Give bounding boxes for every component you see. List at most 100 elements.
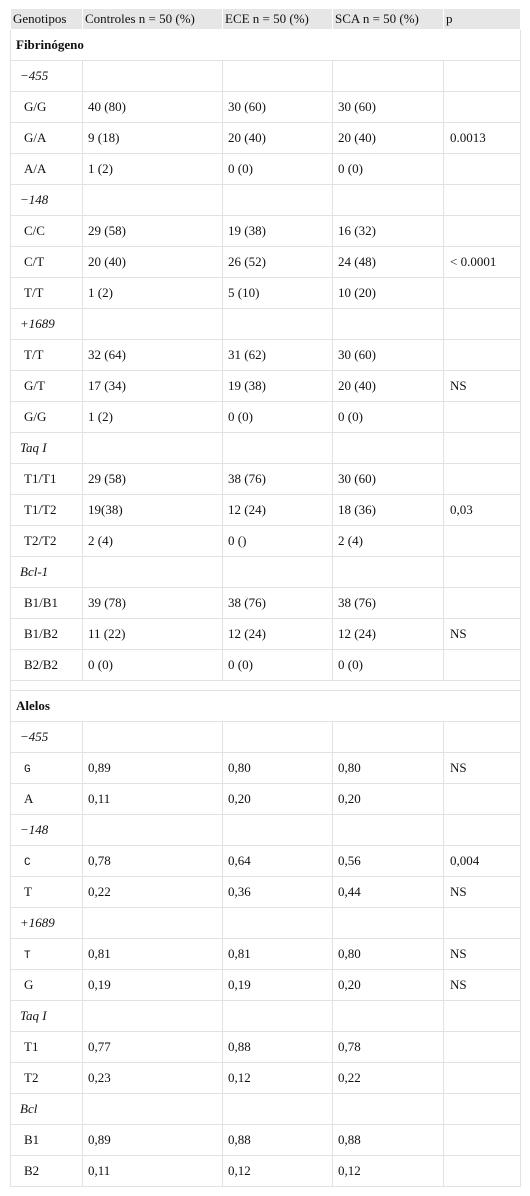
p-value: 0,03	[443, 494, 521, 526]
row-label-text: G/G	[24, 99, 47, 114]
group-row: +1689	[10, 308, 521, 340]
empty-cell	[82, 1000, 223, 1032]
data-row: T1 0,77 0,88 0,78	[10, 1031, 521, 1063]
group-name: −455	[10, 60, 83, 92]
empty-cell	[332, 556, 444, 588]
empty-cell	[82, 60, 223, 92]
value-cell: 0,80	[222, 752, 333, 784]
value-cell: 24 (48)	[332, 246, 444, 278]
row-label: T1/T1	[10, 463, 83, 495]
empty-cell	[443, 1031, 521, 1063]
row-label-text: G/G	[24, 409, 47, 424]
row-label-text: T2	[24, 1070, 39, 1085]
row-label: G/A	[10, 122, 83, 154]
group-name: +1689	[10, 907, 83, 939]
group-name: −455	[10, 721, 83, 753]
section-title: Fibrinógeno	[10, 29, 521, 61]
row-label: C/C	[10, 215, 83, 247]
value-cell: 20 (40)	[332, 122, 444, 154]
group-row: −148	[10, 814, 521, 846]
p-value: NS	[443, 969, 521, 1001]
value-cell: 0,19	[222, 969, 333, 1001]
row-label: T1/T2	[10, 494, 83, 526]
empty-cell	[443, 215, 521, 247]
row-label-text: T	[24, 950, 31, 962]
empty-cell	[443, 1062, 521, 1094]
value-cell: 5 (10)	[222, 277, 333, 309]
row-label-text: A/A	[24, 161, 47, 176]
p-value: NS	[443, 752, 521, 784]
p-value: 0.0013	[443, 122, 521, 154]
empty-cell	[222, 556, 333, 588]
empty-cell	[443, 91, 521, 123]
row-label-text: C	[24, 857, 31, 869]
row-label: B1	[10, 1124, 83, 1156]
row-label: T	[10, 876, 83, 908]
header-cell: ECE n = 50 (%)	[222, 8, 333, 30]
group-name: +1689	[10, 308, 83, 340]
empty-cell	[222, 184, 333, 216]
empty-cell	[443, 463, 521, 495]
header-cell: Genotipos	[10, 8, 83, 30]
empty-cell	[82, 1093, 223, 1125]
empty-cell	[222, 1093, 333, 1125]
value-cell: 38 (76)	[222, 463, 333, 495]
value-cell: 40 (80)	[82, 91, 223, 123]
value-cell: 30 (60)	[332, 463, 444, 495]
section-row: Alelos	[10, 690, 521, 722]
value-cell: 0,56	[332, 845, 444, 877]
empty-cell	[443, 308, 521, 340]
row-label: B1/B2	[10, 618, 83, 650]
value-cell: 30 (60)	[332, 91, 444, 123]
empty-cell	[332, 308, 444, 340]
empty-cell	[332, 1000, 444, 1032]
group-name: Bcl-1	[10, 556, 83, 588]
row-label: B2/B2	[10, 649, 83, 681]
table: Genotipos Controles n = 50 (%) ECE n = 50 …	[10, 8, 521, 1187]
empty-cell	[443, 401, 521, 433]
data-row: G 0,89 0,80 0,80 NS	[10, 752, 521, 784]
empty-cell	[443, 1000, 521, 1032]
value-cell: 12 (24)	[222, 618, 333, 650]
value-cell: 0,64	[222, 845, 333, 877]
row-label-text: T1/T1	[24, 471, 57, 486]
row-label-text: B1/B1	[24, 595, 58, 610]
value-cell: 19 (38)	[222, 370, 333, 402]
value-cell: 20 (40)	[82, 246, 223, 278]
empty-cell	[222, 1000, 333, 1032]
row-label: T	[10, 938, 83, 970]
data-row: A 0,11 0,20 0,20	[10, 783, 521, 815]
row-label-text: G/T	[24, 378, 45, 393]
data-row: T/T 1 (2) 5 (10) 10 (20)	[10, 277, 521, 309]
row-label-text: T/T	[24, 285, 44, 300]
group-row: Taq I	[10, 1000, 521, 1032]
data-row: T 0,22 0,36 0,44 NS	[10, 876, 521, 908]
row-label: G/G	[10, 401, 83, 433]
value-cell: 0,20	[222, 783, 333, 815]
spacer-cell	[10, 680, 521, 691]
value-cell: 0,89	[82, 752, 223, 784]
row-label: T/T	[10, 339, 83, 371]
empty-cell	[443, 1124, 521, 1156]
value-cell: 10 (20)	[332, 277, 444, 309]
p-value: < 0.0001	[443, 246, 521, 278]
value-cell: 9 (18)	[82, 122, 223, 154]
row-label-text: B1	[24, 1132, 40, 1147]
value-cell: 0 (0)	[222, 401, 333, 433]
group-row: Taq I	[10, 432, 521, 464]
empty-cell	[332, 1093, 444, 1125]
empty-cell	[443, 184, 521, 216]
value-cell: 17 (34)	[82, 370, 223, 402]
data-row: A/A 1 (2) 0 (0) 0 (0)	[10, 153, 521, 185]
data-row: G/A 9 (18) 20 (40) 20 (40) 0.0013	[10, 122, 521, 154]
empty-cell	[443, 153, 521, 185]
value-cell: 0,19	[82, 969, 223, 1001]
value-cell: 0,22	[332, 1062, 444, 1094]
value-cell: 0,88	[332, 1124, 444, 1156]
data-row: G/G 1 (2) 0 (0) 0 (0)	[10, 401, 521, 433]
p-value: NS	[443, 370, 521, 402]
row-label-text: T2/T2	[24, 533, 57, 548]
spacer-row	[10, 680, 521, 691]
value-cell: 38 (76)	[332, 587, 444, 619]
p-value: NS	[443, 618, 521, 650]
